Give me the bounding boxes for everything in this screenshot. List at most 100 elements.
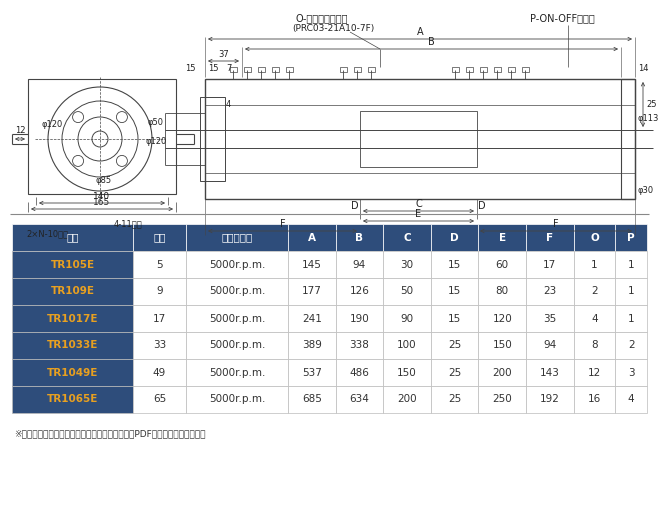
Text: TR1033E: TR1033E xyxy=(47,341,98,351)
Bar xyxy=(288,251,335,278)
Text: 150: 150 xyxy=(492,341,512,351)
Bar xyxy=(288,224,335,251)
Text: 16: 16 xyxy=(588,394,601,405)
Text: 5: 5 xyxy=(156,260,163,269)
Text: A: A xyxy=(308,233,316,242)
Bar xyxy=(335,386,383,413)
Text: 25: 25 xyxy=(448,341,461,351)
Text: E: E xyxy=(499,233,506,242)
Text: φ85: φ85 xyxy=(95,176,111,185)
Bar xyxy=(335,224,383,251)
Bar xyxy=(616,359,647,386)
Bar xyxy=(522,67,529,72)
Bar xyxy=(12,278,133,305)
Bar xyxy=(616,224,647,251)
Text: 634: 634 xyxy=(349,394,369,405)
Text: 5000r.p.m.: 5000r.p.m. xyxy=(209,287,265,297)
Bar xyxy=(335,278,383,305)
Bar xyxy=(133,278,186,305)
Text: 250: 250 xyxy=(492,394,512,405)
Text: 140: 140 xyxy=(94,192,111,201)
Text: P-ON-OFFレバー: P-ON-OFFレバー xyxy=(530,13,595,23)
Bar xyxy=(272,67,279,72)
Text: 94: 94 xyxy=(543,341,556,351)
Text: 極数: 極数 xyxy=(153,233,165,242)
Text: 型式: 型式 xyxy=(66,233,78,242)
Text: 5000r.p.m.: 5000r.p.m. xyxy=(209,394,265,405)
Bar xyxy=(431,251,478,278)
Text: P: P xyxy=(627,233,635,242)
Bar xyxy=(244,67,251,72)
Bar xyxy=(526,224,574,251)
Text: C: C xyxy=(415,199,422,209)
Bar xyxy=(286,67,293,72)
Bar xyxy=(526,305,574,332)
Bar xyxy=(478,386,526,413)
Text: 4: 4 xyxy=(628,394,635,405)
Text: 90: 90 xyxy=(401,314,414,324)
Bar xyxy=(335,332,383,359)
Bar xyxy=(186,332,288,359)
Bar xyxy=(205,79,635,199)
Bar xyxy=(526,332,574,359)
Text: 7: 7 xyxy=(226,64,232,73)
Bar xyxy=(288,386,335,413)
Bar xyxy=(431,224,478,251)
Text: B: B xyxy=(428,37,435,47)
Text: 15: 15 xyxy=(448,287,461,297)
Bar xyxy=(186,278,288,305)
Bar xyxy=(383,224,431,251)
Bar xyxy=(12,332,133,359)
Text: F: F xyxy=(279,219,285,229)
Bar xyxy=(574,224,616,251)
Text: 14: 14 xyxy=(638,64,648,73)
Text: D: D xyxy=(351,201,358,211)
Bar xyxy=(186,251,288,278)
Text: A: A xyxy=(416,27,423,37)
Text: 165: 165 xyxy=(94,198,111,207)
Bar xyxy=(431,278,478,305)
Bar xyxy=(383,305,431,332)
Text: O-出力コネクター: O-出力コネクター xyxy=(295,13,347,23)
Text: 389: 389 xyxy=(302,341,322,351)
Bar xyxy=(478,359,526,386)
Text: 15: 15 xyxy=(208,64,218,73)
Bar xyxy=(526,359,574,386)
Text: 15: 15 xyxy=(448,260,461,269)
Text: E: E xyxy=(415,209,422,219)
Text: 486: 486 xyxy=(349,367,369,378)
Bar xyxy=(574,251,616,278)
Bar xyxy=(200,97,225,181)
Text: 120: 120 xyxy=(492,314,512,324)
Bar xyxy=(340,67,347,72)
Bar xyxy=(431,359,478,386)
Text: TR109E: TR109E xyxy=(51,287,94,297)
Text: F: F xyxy=(546,233,554,242)
Text: TR1065E: TR1065E xyxy=(47,394,98,405)
Text: 12: 12 xyxy=(588,367,601,378)
Bar xyxy=(478,224,526,251)
Bar xyxy=(526,386,574,413)
Text: 23: 23 xyxy=(543,287,556,297)
Text: C: C xyxy=(403,233,411,242)
Bar xyxy=(574,332,616,359)
Bar xyxy=(431,332,478,359)
Text: 25: 25 xyxy=(448,394,461,405)
Text: 17: 17 xyxy=(543,260,556,269)
Text: 2: 2 xyxy=(591,287,598,297)
Text: 25: 25 xyxy=(448,367,461,378)
Text: 1: 1 xyxy=(628,314,635,324)
Text: 65: 65 xyxy=(153,394,166,405)
Bar xyxy=(616,251,647,278)
Bar xyxy=(230,67,237,72)
Text: 94: 94 xyxy=(353,260,366,269)
Text: φ113: φ113 xyxy=(638,114,659,123)
Text: φ30: φ30 xyxy=(638,186,654,195)
Bar xyxy=(186,386,288,413)
Bar xyxy=(383,251,431,278)
Text: 15: 15 xyxy=(185,64,195,73)
Text: TR1017E: TR1017E xyxy=(47,314,98,324)
Text: 145: 145 xyxy=(302,260,322,269)
Bar xyxy=(133,332,186,359)
Bar xyxy=(478,251,526,278)
